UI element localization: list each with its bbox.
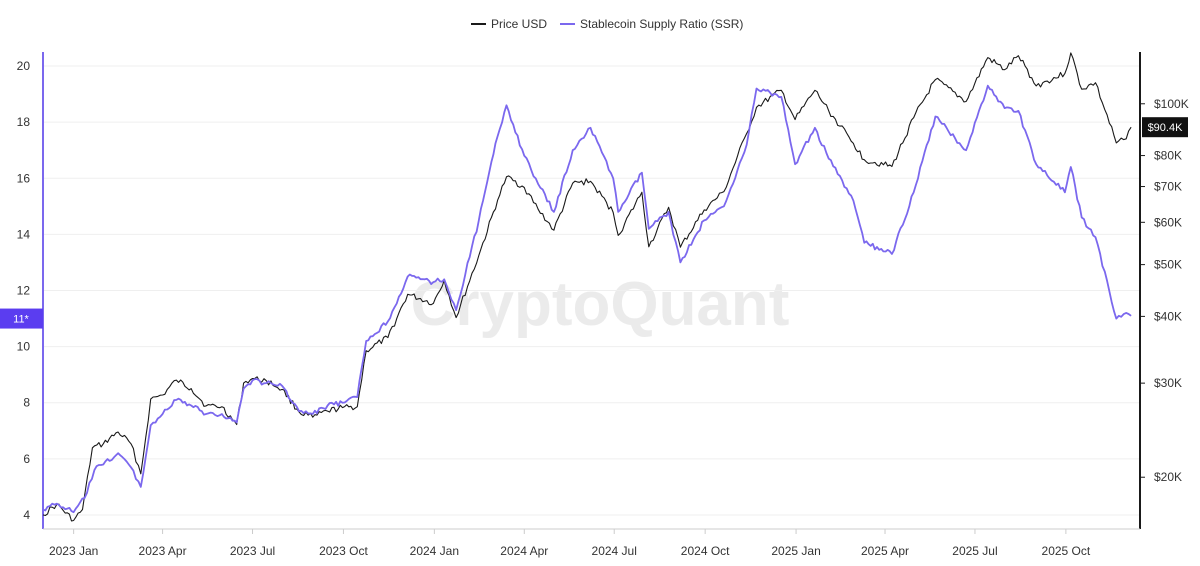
y-left-tick-label: 20 [17,59,31,73]
x-tick-label: 2023 Jul [230,544,275,558]
y-left-tick-label: 16 [17,171,31,185]
y-right-tick-label: $80K [1154,149,1182,163]
x-tick-label: 2023 Oct [319,544,368,558]
x-tick-label: 2024 Apr [500,544,548,558]
x-tick-label: 2025 Jul [952,544,997,558]
ssr-current-badge [0,308,43,329]
price-series-line [42,52,1132,522]
y-right-tick-label: $50K [1154,258,1182,272]
price-current-badge [1142,117,1188,138]
gridlines [43,65,1140,516]
y-left-tick-label: 6 [23,452,30,466]
legend-label-ssr: Stablecoin Supply Ratio (SSR) [580,17,743,31]
legend-item-price[interactable]: Price USD [471,17,547,31]
series-lines [42,52,1132,522]
axes: 4 6 8 10 12 14 16 18 20 $20K $30K $40K $50K $60K $70K $… [17,52,1189,558]
y-right-tick-label: $60K [1154,215,1182,229]
x-tick-label: 2025 Apr [861,544,909,558]
ssr-series-line [42,84,1132,514]
y-left-tick-label: 18 [17,115,31,129]
ssr-current-badge-label: 11* [13,314,29,326]
legend-item-ssr[interactable]: Stablecoin Supply Ratio (SSR) [560,17,743,31]
x-tick-label: 2023 Jan [49,544,98,558]
current-value-badges: 11* $90.4K [0,117,1188,329]
y-left-tick-label: 4 [23,508,30,522]
watermark: CryptoQuant [411,270,790,339]
price-current-badge-label: $90.4K [1148,122,1184,134]
x-tick-label: 2025 Jan [771,544,820,558]
y-left-tick-label: 14 [17,227,31,241]
x-tick-label: 2024 Jan [410,544,459,558]
x-tick-label: 2024 Jul [592,544,637,558]
y-right-tick-label: $100K [1154,97,1189,111]
y-left-tick-label: 8 [23,396,30,410]
x-tick-label: 2025 Oct [1042,544,1091,558]
y-left-tick-label: 12 [17,284,31,298]
y-right-tick-label: $40K [1154,309,1182,323]
y-left-tick-label: 10 [17,340,31,354]
x-tick-label: 2024 Oct [681,544,730,558]
legend: Price USD Stablecoin Supply Ratio (SSR) [471,17,743,31]
y-right-tick-label: $20K [1154,470,1182,484]
legend-label-price: Price USD [491,17,547,31]
x-tick-label: 2023 Apr [139,544,187,558]
y-right-tick-label: $70K [1154,180,1182,194]
y-right-tick-label: $30K [1154,376,1182,390]
